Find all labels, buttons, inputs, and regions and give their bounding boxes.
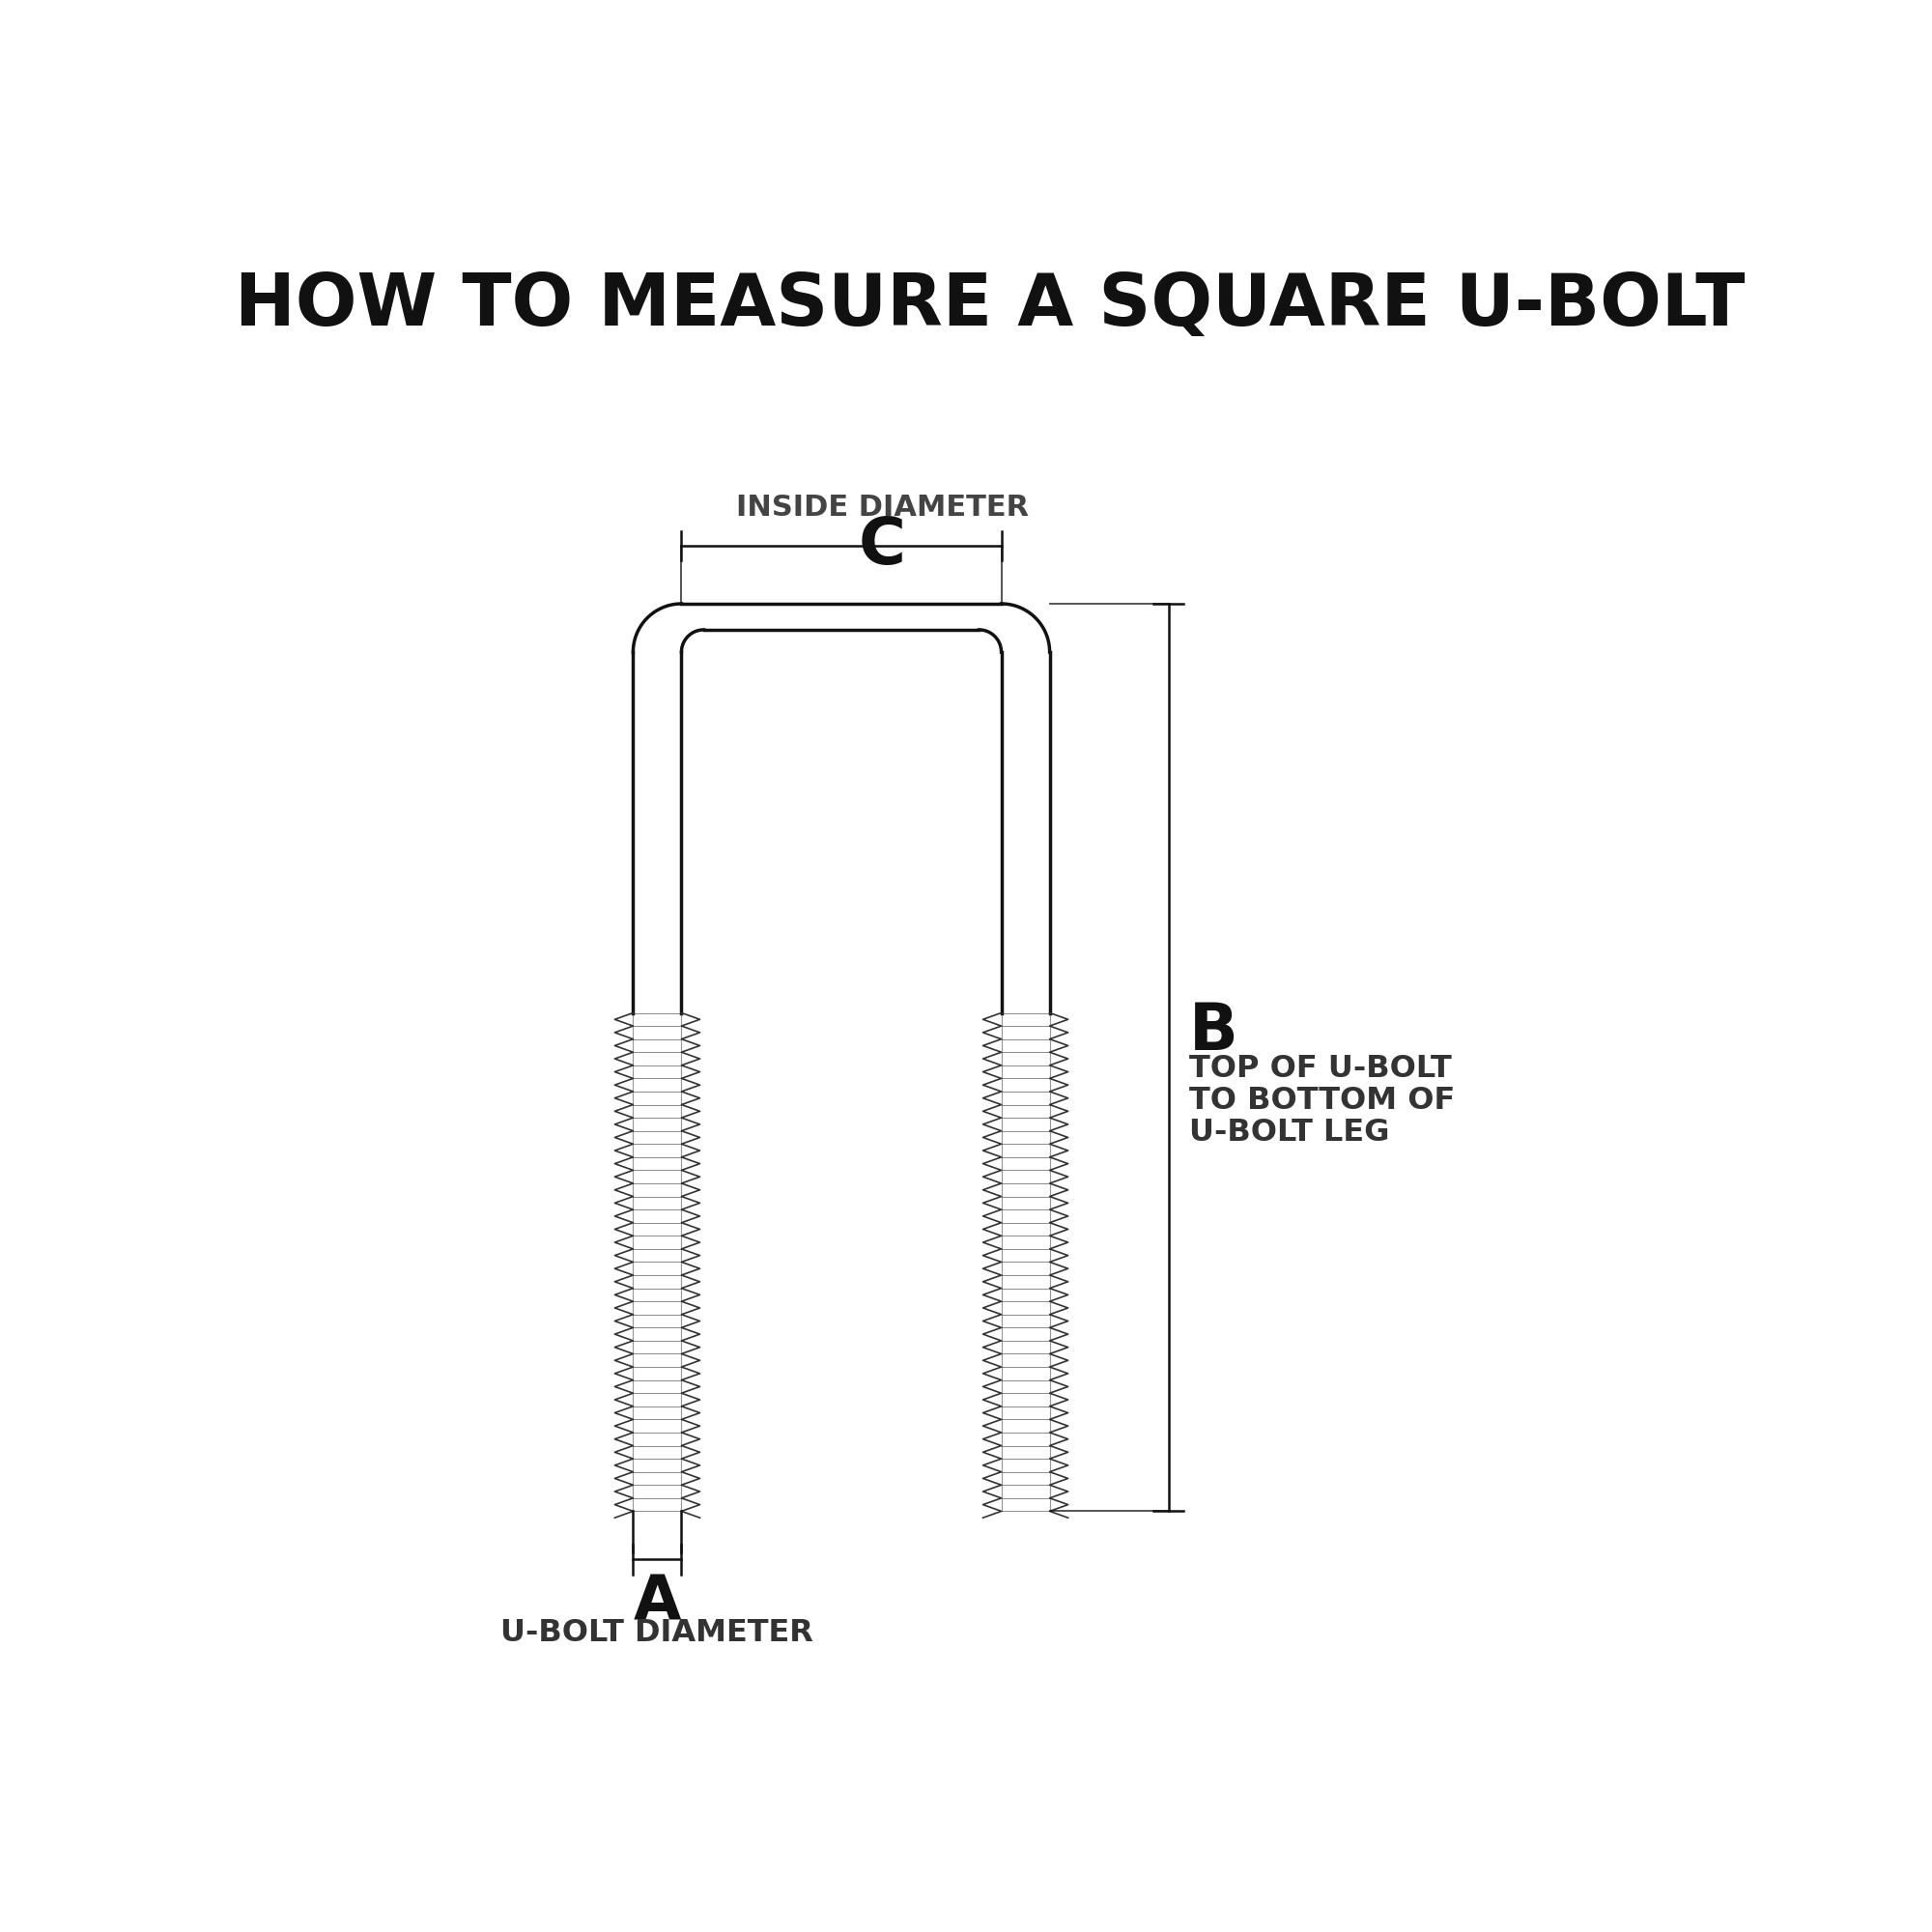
- Text: INSIDE DIAMETER: INSIDE DIAMETER: [736, 495, 1028, 522]
- Text: U-BOLT LEG: U-BOLT LEG: [1190, 1117, 1389, 1148]
- Text: TOP OF U-BOLT: TOP OF U-BOLT: [1190, 1053, 1453, 1084]
- Text: TO BOTTOM OF: TO BOTTOM OF: [1190, 1086, 1455, 1115]
- Text: A: A: [634, 1573, 682, 1633]
- Text: U-BOLT DIAMETER: U-BOLT DIAMETER: [500, 1617, 813, 1648]
- Text: C: C: [858, 514, 906, 578]
- Text: B: B: [1190, 999, 1238, 1063]
- Text: HOW TO MEASURE A SQUARE U-BOLT: HOW TO MEASURE A SQUARE U-BOLT: [236, 270, 1745, 342]
